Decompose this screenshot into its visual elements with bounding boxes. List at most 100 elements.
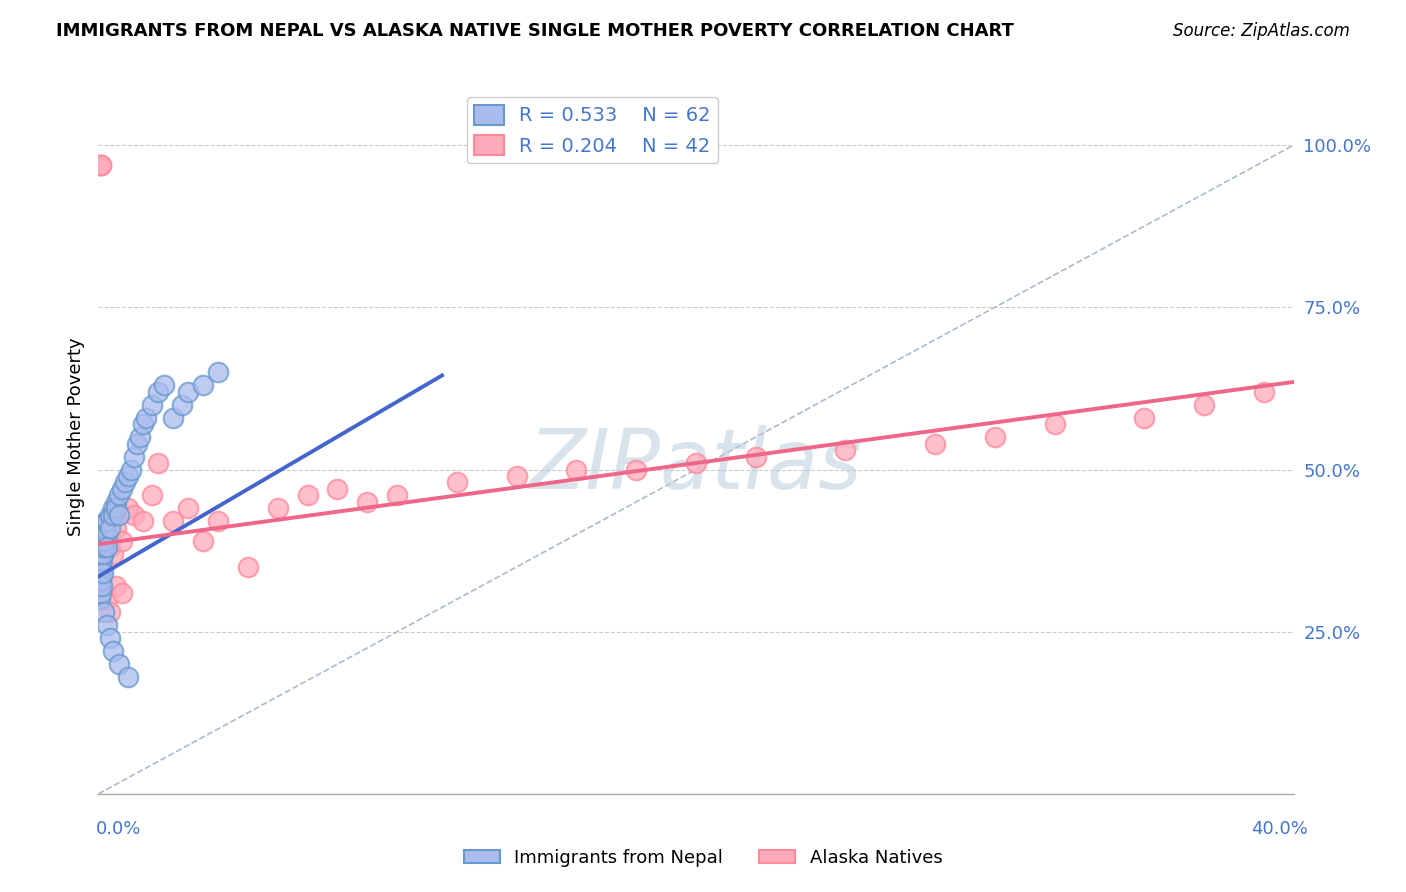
Point [91, 579, 114, 593]
Point [105, 521, 128, 535]
Point [91, 541, 114, 555]
Point [172, 398, 194, 412]
Point [98, 541, 122, 555]
Point [745, 450, 768, 464]
Point [924, 436, 946, 450]
Point [141, 488, 163, 502]
Point [356, 495, 378, 509]
Point [124, 450, 146, 464]
Point [105, 495, 128, 509]
Text: Source: ZipAtlas.com: Source: ZipAtlas.com [1173, 22, 1350, 40]
Point [117, 501, 139, 516]
Point [105, 501, 128, 516]
Legend: Immigrants from Nepal, Alaska Natives: Immigrants from Nepal, Alaska Natives [457, 842, 949, 874]
Point [91, 547, 114, 561]
Point [90, 573, 112, 587]
Point [91, 547, 114, 561]
Point [162, 515, 184, 529]
Point [89, 559, 111, 574]
Point [626, 462, 648, 476]
Point [90, 586, 112, 600]
Point [93, 605, 115, 619]
Point [191, 378, 214, 392]
Point [191, 533, 214, 548]
Point [108, 657, 131, 672]
Point [89, 579, 111, 593]
Point [89, 566, 111, 581]
Point [94, 521, 117, 535]
Point [108, 488, 131, 502]
Point [129, 430, 152, 444]
Point [446, 475, 468, 490]
Point [89, 592, 111, 607]
Point [93, 533, 115, 548]
Point [506, 469, 529, 483]
Point [297, 488, 319, 502]
Point [1043, 417, 1066, 431]
Point [984, 430, 1007, 444]
Point [91, 553, 114, 567]
Point [96, 618, 118, 632]
Point [111, 586, 134, 600]
Point [177, 384, 200, 399]
Text: ZIPatlas: ZIPatlas [529, 425, 863, 506]
Point [94, 527, 117, 541]
Point [565, 462, 588, 476]
Point [93, 541, 115, 555]
Point [98, 508, 122, 522]
Point [89, 573, 111, 587]
Point [103, 644, 125, 658]
Point [1253, 384, 1275, 399]
Point [207, 365, 229, 379]
Point [132, 515, 155, 529]
Point [108, 508, 131, 522]
Text: 40.0%: 40.0% [1251, 820, 1308, 838]
Point [105, 579, 128, 593]
Point [103, 508, 125, 522]
Point [685, 456, 707, 470]
Point [111, 533, 134, 548]
Y-axis label: Single Mother Poverty: Single Mother Poverty [66, 338, 84, 536]
Point [89, 158, 111, 172]
Point [89, 541, 111, 555]
Point [834, 443, 856, 458]
Point [96, 515, 118, 529]
Point [96, 541, 118, 555]
Point [98, 521, 122, 535]
Point [1192, 398, 1215, 412]
Point [132, 417, 155, 431]
Point [117, 670, 139, 684]
Point [1133, 410, 1156, 425]
Point [96, 515, 118, 529]
Point [148, 456, 170, 470]
Point [135, 410, 157, 425]
Point [91, 566, 114, 581]
Point [148, 384, 170, 399]
Point [90, 158, 112, 172]
Point [96, 527, 118, 541]
Point [207, 515, 229, 529]
Point [93, 541, 115, 555]
Point [90, 559, 112, 574]
Legend: R = 0.533    N = 62, R = 0.204    N = 42: R = 0.533 N = 62, R = 0.204 N = 42 [467, 97, 718, 163]
Point [141, 398, 163, 412]
Point [326, 482, 349, 496]
Point [90, 559, 112, 574]
Point [177, 501, 200, 516]
Text: 0.0%: 0.0% [96, 820, 141, 838]
Point [90, 566, 112, 581]
Point [91, 541, 114, 555]
Point [127, 436, 149, 450]
Point [267, 501, 290, 516]
Point [153, 378, 176, 392]
Point [90, 547, 112, 561]
Point [114, 475, 136, 490]
Point [385, 488, 409, 502]
Point [93, 527, 115, 541]
Point [98, 631, 122, 645]
Point [117, 469, 139, 483]
Point [96, 592, 118, 607]
Text: IMMIGRANTS FROM NEPAL VS ALASKA NATIVE SINGLE MOTHER POVERTY CORRELATION CHART: IMMIGRANTS FROM NEPAL VS ALASKA NATIVE S… [56, 22, 1014, 40]
Point [91, 533, 114, 548]
Point [111, 482, 134, 496]
